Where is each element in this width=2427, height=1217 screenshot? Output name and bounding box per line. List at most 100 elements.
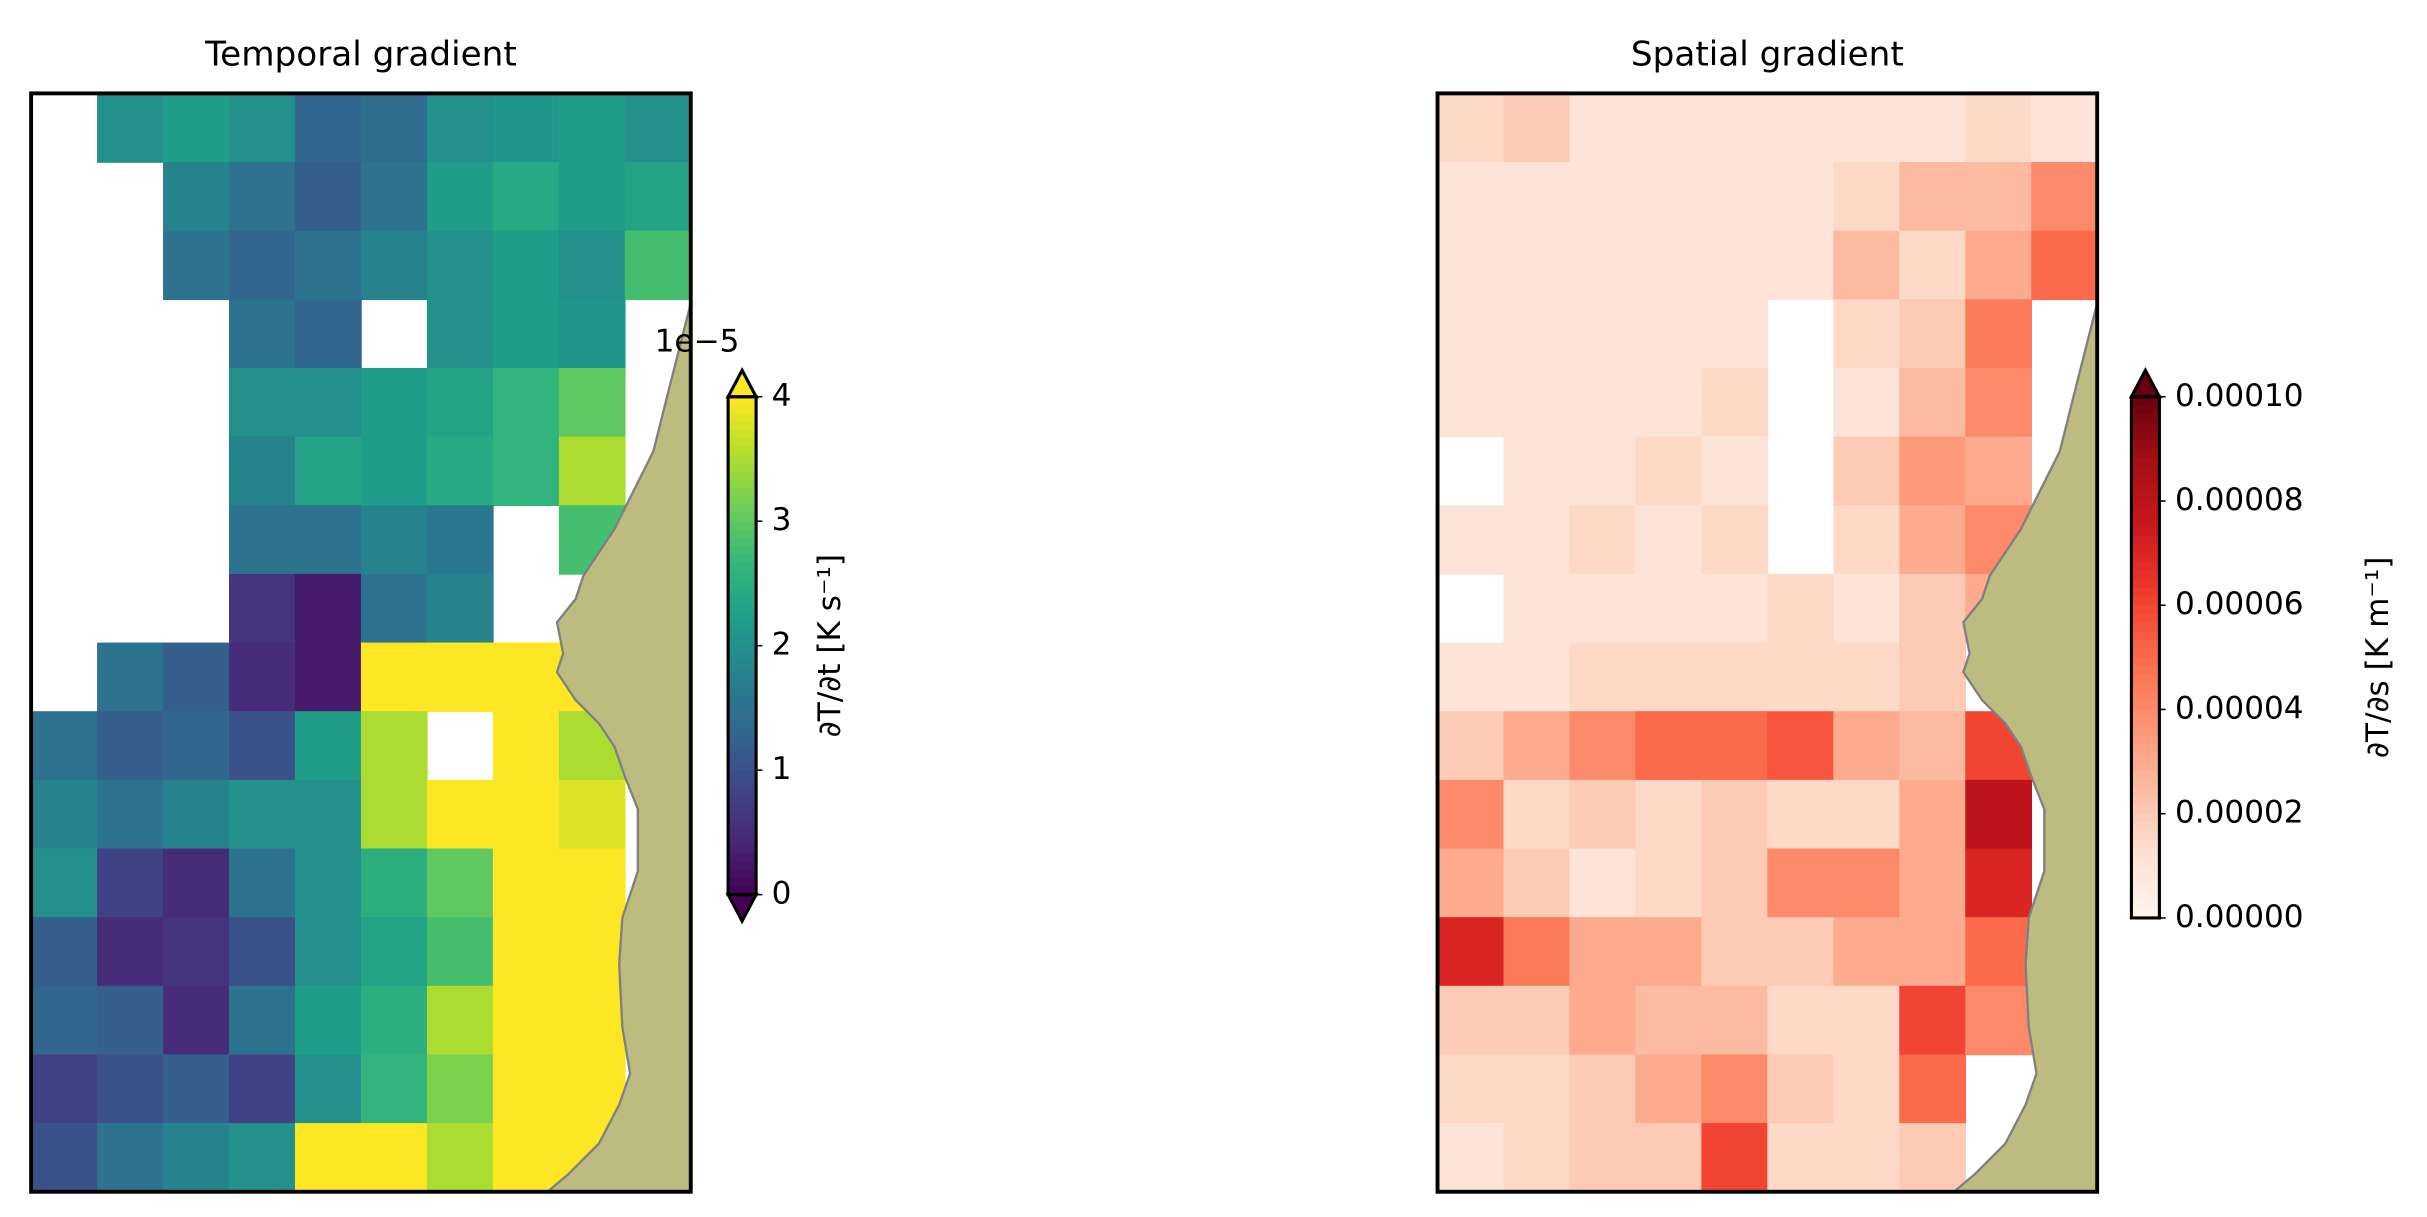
heatmap-cell bbox=[1569, 1054, 1637, 1124]
colorbar-segment bbox=[728, 537, 757, 547]
heatmap-cell bbox=[360, 642, 428, 712]
heatmap-cell bbox=[1569, 230, 1637, 301]
colorbar-segment bbox=[2131, 891, 2160, 902]
heatmap-cell bbox=[1899, 162, 1967, 232]
heatmap-cell bbox=[1899, 1054, 1967, 1124]
heatmap-cell bbox=[492, 1123, 560, 1193]
heatmap-cell bbox=[1635, 93, 1703, 163]
heatmap-cell bbox=[426, 573, 494, 644]
heatmap-cell bbox=[1899, 711, 1967, 781]
heatmap-cell bbox=[624, 93, 692, 163]
colorbar-segment bbox=[2131, 692, 2160, 702]
colorbar-segment bbox=[728, 479, 757, 489]
heatmap-cell bbox=[1833, 436, 1901, 507]
heatmap-cell bbox=[163, 779, 230, 850]
colorbar-segment bbox=[728, 512, 757, 522]
heatmap-cell bbox=[229, 436, 296, 507]
colorbar-segment bbox=[2131, 405, 2160, 415]
colorbar-segment bbox=[728, 454, 757, 464]
heatmap-cell bbox=[426, 299, 494, 369]
colorbar-tick-label: 0 bbox=[772, 876, 792, 912]
heatmap-cell bbox=[1899, 436, 1967, 507]
heatmap-cell bbox=[1899, 93, 1967, 163]
colorbar-label: ∂T/∂t [K s⁻¹] bbox=[812, 554, 848, 737]
heatmap-cell bbox=[1833, 711, 1901, 781]
colorbar-segment bbox=[2131, 700, 2160, 711]
colorbar-segment bbox=[2131, 787, 2160, 798]
heatmap-cell bbox=[492, 299, 560, 369]
heatmap-cell bbox=[1767, 711, 1835, 781]
heatmap-cell bbox=[1503, 299, 1571, 369]
heatmap-cell bbox=[229, 1123, 296, 1193]
heatmap-cell bbox=[163, 711, 230, 781]
heatmap-cell bbox=[1437, 162, 1505, 232]
colorbar-segment bbox=[728, 770, 757, 780]
heatmap-cell bbox=[360, 436, 428, 507]
heatmap-cell bbox=[1701, 367, 1769, 438]
colorbar-tick-label: 0.00010 bbox=[2175, 378, 2304, 414]
heatmap-cell bbox=[1569, 848, 1637, 918]
heatmap-cell bbox=[31, 917, 98, 987]
colorbar-frame bbox=[726, 395, 758, 897]
colorbar-segment bbox=[2131, 900, 2160, 911]
colorbar-segment bbox=[728, 612, 757, 622]
heatmap-cell bbox=[360, 711, 428, 781]
heatmap-cell bbox=[1503, 1123, 1571, 1193]
colorbar-segment bbox=[728, 595, 757, 605]
heatmap-cell bbox=[1569, 299, 1637, 369]
heatmap-cell bbox=[558, 93, 626, 163]
heatmap-cell bbox=[229, 162, 296, 232]
heatmap-cell bbox=[1701, 642, 1769, 712]
colorbar-segment bbox=[2131, 709, 2160, 719]
heatmap-cell bbox=[163, 1054, 230, 1124]
heatmap-cell bbox=[1437, 299, 1505, 369]
heatmap-cell bbox=[97, 779, 164, 850]
heatmap-cell bbox=[1701, 985, 1769, 1056]
heatmap-cell bbox=[1833, 505, 1901, 575]
heatmap-cell bbox=[229, 367, 296, 438]
heatmap-cell bbox=[426, 848, 494, 918]
colorbar-segment bbox=[728, 645, 757, 655]
heatmap-cell bbox=[163, 985, 230, 1056]
colorbar-segment bbox=[728, 562, 757, 572]
colorbar-segment bbox=[728, 828, 757, 838]
heatmap-cell bbox=[426, 162, 494, 232]
colorbar-segment bbox=[2131, 770, 2160, 780]
colorbar-offset: 1e−5 bbox=[655, 324, 740, 360]
colorbar-segment bbox=[728, 728, 757, 738]
heatmap-cell bbox=[1569, 642, 1637, 712]
heatmap-cell bbox=[492, 711, 560, 781]
heatmap-cell bbox=[1635, 367, 1703, 438]
colorbar-segment bbox=[2131, 657, 2160, 667]
colorbar-extend bbox=[2128, 366, 2162, 399]
heatmap-cell bbox=[1635, 848, 1703, 918]
colorbar-extend bbox=[725, 893, 759, 925]
heatmap-cell bbox=[558, 230, 626, 301]
heatmap-cell bbox=[163, 917, 230, 987]
heatmap-cell bbox=[1503, 779, 1571, 850]
heatmap-cell bbox=[1767, 162, 1835, 232]
heatmap-cell bbox=[1833, 848, 1901, 918]
heatmap-cell bbox=[97, 985, 164, 1056]
heatmap-cell bbox=[294, 711, 362, 781]
heatmap-cell bbox=[426, 985, 494, 1056]
heatmap-cell bbox=[492, 162, 560, 232]
colorbar-segment bbox=[2131, 666, 2160, 676]
heatmap-cell bbox=[492, 230, 560, 301]
heatmap-cell bbox=[163, 93, 230, 163]
colorbar-segment bbox=[728, 853, 757, 863]
heatmap-cell bbox=[1701, 230, 1769, 301]
heatmap-cell bbox=[97, 642, 164, 712]
heatmap-cell bbox=[229, 917, 296, 987]
colorbar-segment bbox=[2131, 839, 2160, 850]
colorbar-segment bbox=[728, 712, 757, 722]
colorbar-segment bbox=[2131, 613, 2160, 624]
heatmap-cell bbox=[1437, 367, 1505, 438]
heatmap-cell bbox=[1503, 711, 1571, 781]
heatmap-cell bbox=[1503, 436, 1571, 507]
heatmap-cell bbox=[1833, 985, 1901, 1056]
heatmap-cell bbox=[1833, 1123, 1901, 1193]
heatmap-cell bbox=[1767, 1123, 1835, 1193]
heatmap-cell bbox=[1833, 230, 1901, 301]
colorbar-segment bbox=[728, 736, 757, 747]
